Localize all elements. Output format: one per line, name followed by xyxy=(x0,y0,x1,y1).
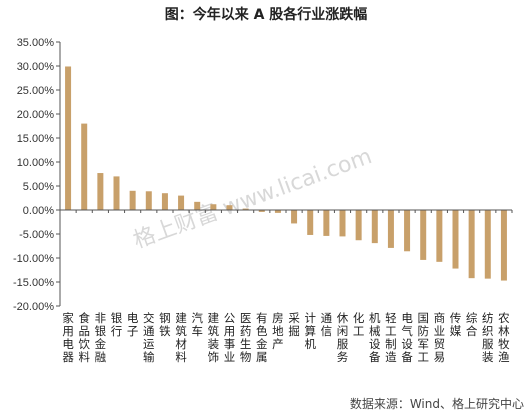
y-tick-label: 20.00% xyxy=(17,109,55,121)
bar xyxy=(436,210,443,262)
bar xyxy=(404,210,411,252)
bar xyxy=(484,210,491,279)
bar xyxy=(97,173,104,210)
category-label: 综合 xyxy=(466,311,478,338)
y-tick-label: -20.00% xyxy=(13,301,54,313)
chart-title: 图：今年以来 A 股各行业涨跌幅 xyxy=(165,6,368,23)
bar xyxy=(194,201,201,210)
category-label: 钢铁 xyxy=(159,311,171,338)
bars-group xyxy=(65,66,507,281)
source-note: 数据来源：Wind、格上研究中心 xyxy=(350,396,524,411)
bar xyxy=(387,210,394,248)
category-label: 公用事业 xyxy=(224,311,236,364)
bar xyxy=(113,176,120,210)
category-label: 家用电器 xyxy=(62,311,74,364)
category-label: 采掘 xyxy=(288,311,300,338)
bar xyxy=(161,193,168,210)
y-tick-label: 0.00% xyxy=(23,205,54,217)
category-label: 银行 xyxy=(111,311,123,338)
y-tick-label: 35.00% xyxy=(17,37,55,49)
category-label: 交通运输 xyxy=(143,311,155,364)
bar xyxy=(371,210,378,244)
category-label: 机械设备 xyxy=(369,311,381,364)
y-tick-label: 25.00% xyxy=(17,85,55,97)
category-label: 休闲服务 xyxy=(337,311,349,364)
bar xyxy=(500,210,507,281)
bar xyxy=(307,210,314,235)
category-label: 汽车 xyxy=(191,311,203,338)
category-label: 医药生物 xyxy=(240,311,252,364)
bar xyxy=(323,210,330,236)
y-tick-label: -5.00% xyxy=(19,229,54,241)
bar xyxy=(242,208,249,210)
category-label: 建筑材料 xyxy=(175,311,187,364)
category-label: 食品饮料 xyxy=(78,311,90,364)
category-labels: 家用电器食品饮料非银金融银行电子交通运输钢铁建筑材料汽车建筑装饰公用事业医药生物… xyxy=(62,311,510,364)
bar xyxy=(355,210,362,241)
bar xyxy=(291,210,298,224)
category-label: 非银金融 xyxy=(95,311,107,364)
category-label: 国防军工 xyxy=(417,311,429,364)
category-label: 建筑装饰 xyxy=(208,311,220,364)
category-label: 房地产 xyxy=(272,311,284,351)
category-label: 传媒 xyxy=(450,311,462,338)
y-tick-label: 10.00% xyxy=(17,157,55,169)
category-label: 化工 xyxy=(353,311,365,338)
axis-group xyxy=(56,41,513,307)
bar xyxy=(339,210,346,237)
bar xyxy=(468,210,475,279)
category-label: 有色金属 xyxy=(256,311,268,364)
bar xyxy=(210,204,217,210)
bar xyxy=(145,191,152,210)
y-tick-labels: -20.00% -15.00% -10.00% -5.00% 0.00% 5.00% 10.… xyxy=(13,37,54,313)
y-tick-label: 5.00% xyxy=(23,181,54,193)
y-tick-label: -10.00% xyxy=(13,253,54,265)
category-label: 电子 xyxy=(127,311,139,338)
category-label: 电气设备 xyxy=(401,311,413,364)
bar xyxy=(226,205,233,210)
bar xyxy=(274,210,281,213)
category-label: 轻工制造 xyxy=(385,311,397,364)
y-tick-label: 15.00% xyxy=(17,133,55,145)
y-tick-label: -15.00% xyxy=(13,277,54,289)
bar xyxy=(81,123,88,210)
y-tick-label: 30.00% xyxy=(17,61,55,73)
category-label: 商业贸易 xyxy=(434,311,446,364)
category-label: 通信 xyxy=(321,311,333,338)
category-label: 农林牧渔 xyxy=(498,311,510,364)
bar xyxy=(129,190,136,210)
category-label: 纺织服装 xyxy=(482,311,494,364)
bar xyxy=(420,210,427,260)
category-label: 计算机 xyxy=(304,311,316,351)
bar xyxy=(452,210,459,269)
bar xyxy=(65,66,72,210)
bar xyxy=(178,195,185,210)
bar xyxy=(258,210,265,212)
